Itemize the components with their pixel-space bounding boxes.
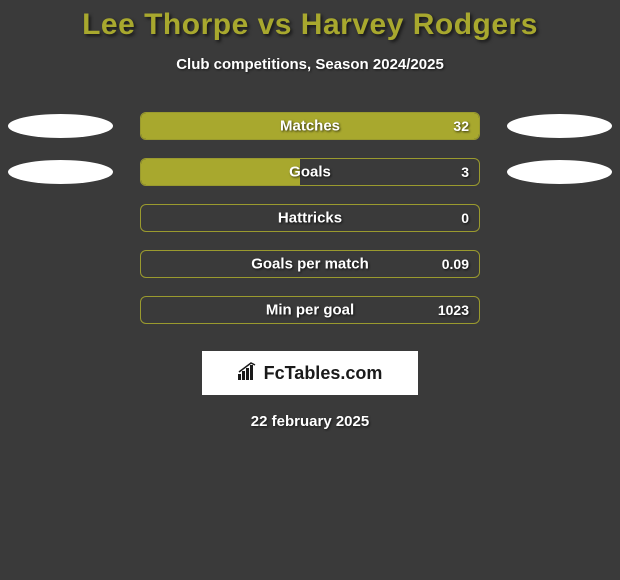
player-ellipse-left [8, 160, 113, 184]
stat-label: Min per goal [266, 302, 354, 319]
bars-icon [238, 362, 260, 385]
stat-bar-track: Min per goal 1023 [140, 296, 480, 324]
stat-bar-fill [141, 159, 300, 185]
stat-bar-track: Goals 3 [140, 158, 480, 186]
player-ellipse-left [8, 114, 113, 138]
logo-box[interactable]: FcTables.com [202, 351, 418, 395]
stat-bar-track: Hattricks 0 [140, 204, 480, 232]
player-ellipse-right [507, 114, 612, 138]
page-title: Lee Thorpe vs Harvey Rodgers [0, 8, 620, 42]
stat-row: Min per goal 1023 [0, 287, 620, 333]
stat-row: Hattricks 0 [0, 195, 620, 241]
stat-value: 32 [453, 118, 469, 134]
stat-row: Goals 3 [0, 149, 620, 195]
stat-label: Matches [280, 118, 340, 135]
logo-text: FcTables.com [238, 362, 383, 385]
player-ellipse-right [507, 160, 612, 184]
stat-value: 1023 [438, 302, 469, 318]
stat-bar-track: Goals per match 0.09 [140, 250, 480, 278]
stat-row: Goals per match 0.09 [0, 241, 620, 287]
stat-row: Matches 32 [0, 103, 620, 149]
stat-label: Goals [289, 164, 331, 181]
stat-bar-track: Matches 32 [140, 112, 480, 140]
stat-value: 0.09 [442, 256, 469, 272]
comparison-widget: Lee Thorpe vs Harvey Rodgers Club compet… [0, 0, 620, 430]
stats-block: Matches 32 Goals 3 Hattricks 0 Goals per match… [0, 103, 620, 333]
stat-value: 0 [461, 210, 469, 226]
logo-label: FcTables.com [264, 363, 383, 384]
stat-value: 3 [461, 164, 469, 180]
stat-label: Hattricks [278, 210, 342, 227]
date-label: 22 february 2025 [0, 413, 620, 430]
stat-label: Goals per match [251, 256, 369, 273]
subtitle: Club competitions, Season 2024/2025 [0, 56, 620, 73]
